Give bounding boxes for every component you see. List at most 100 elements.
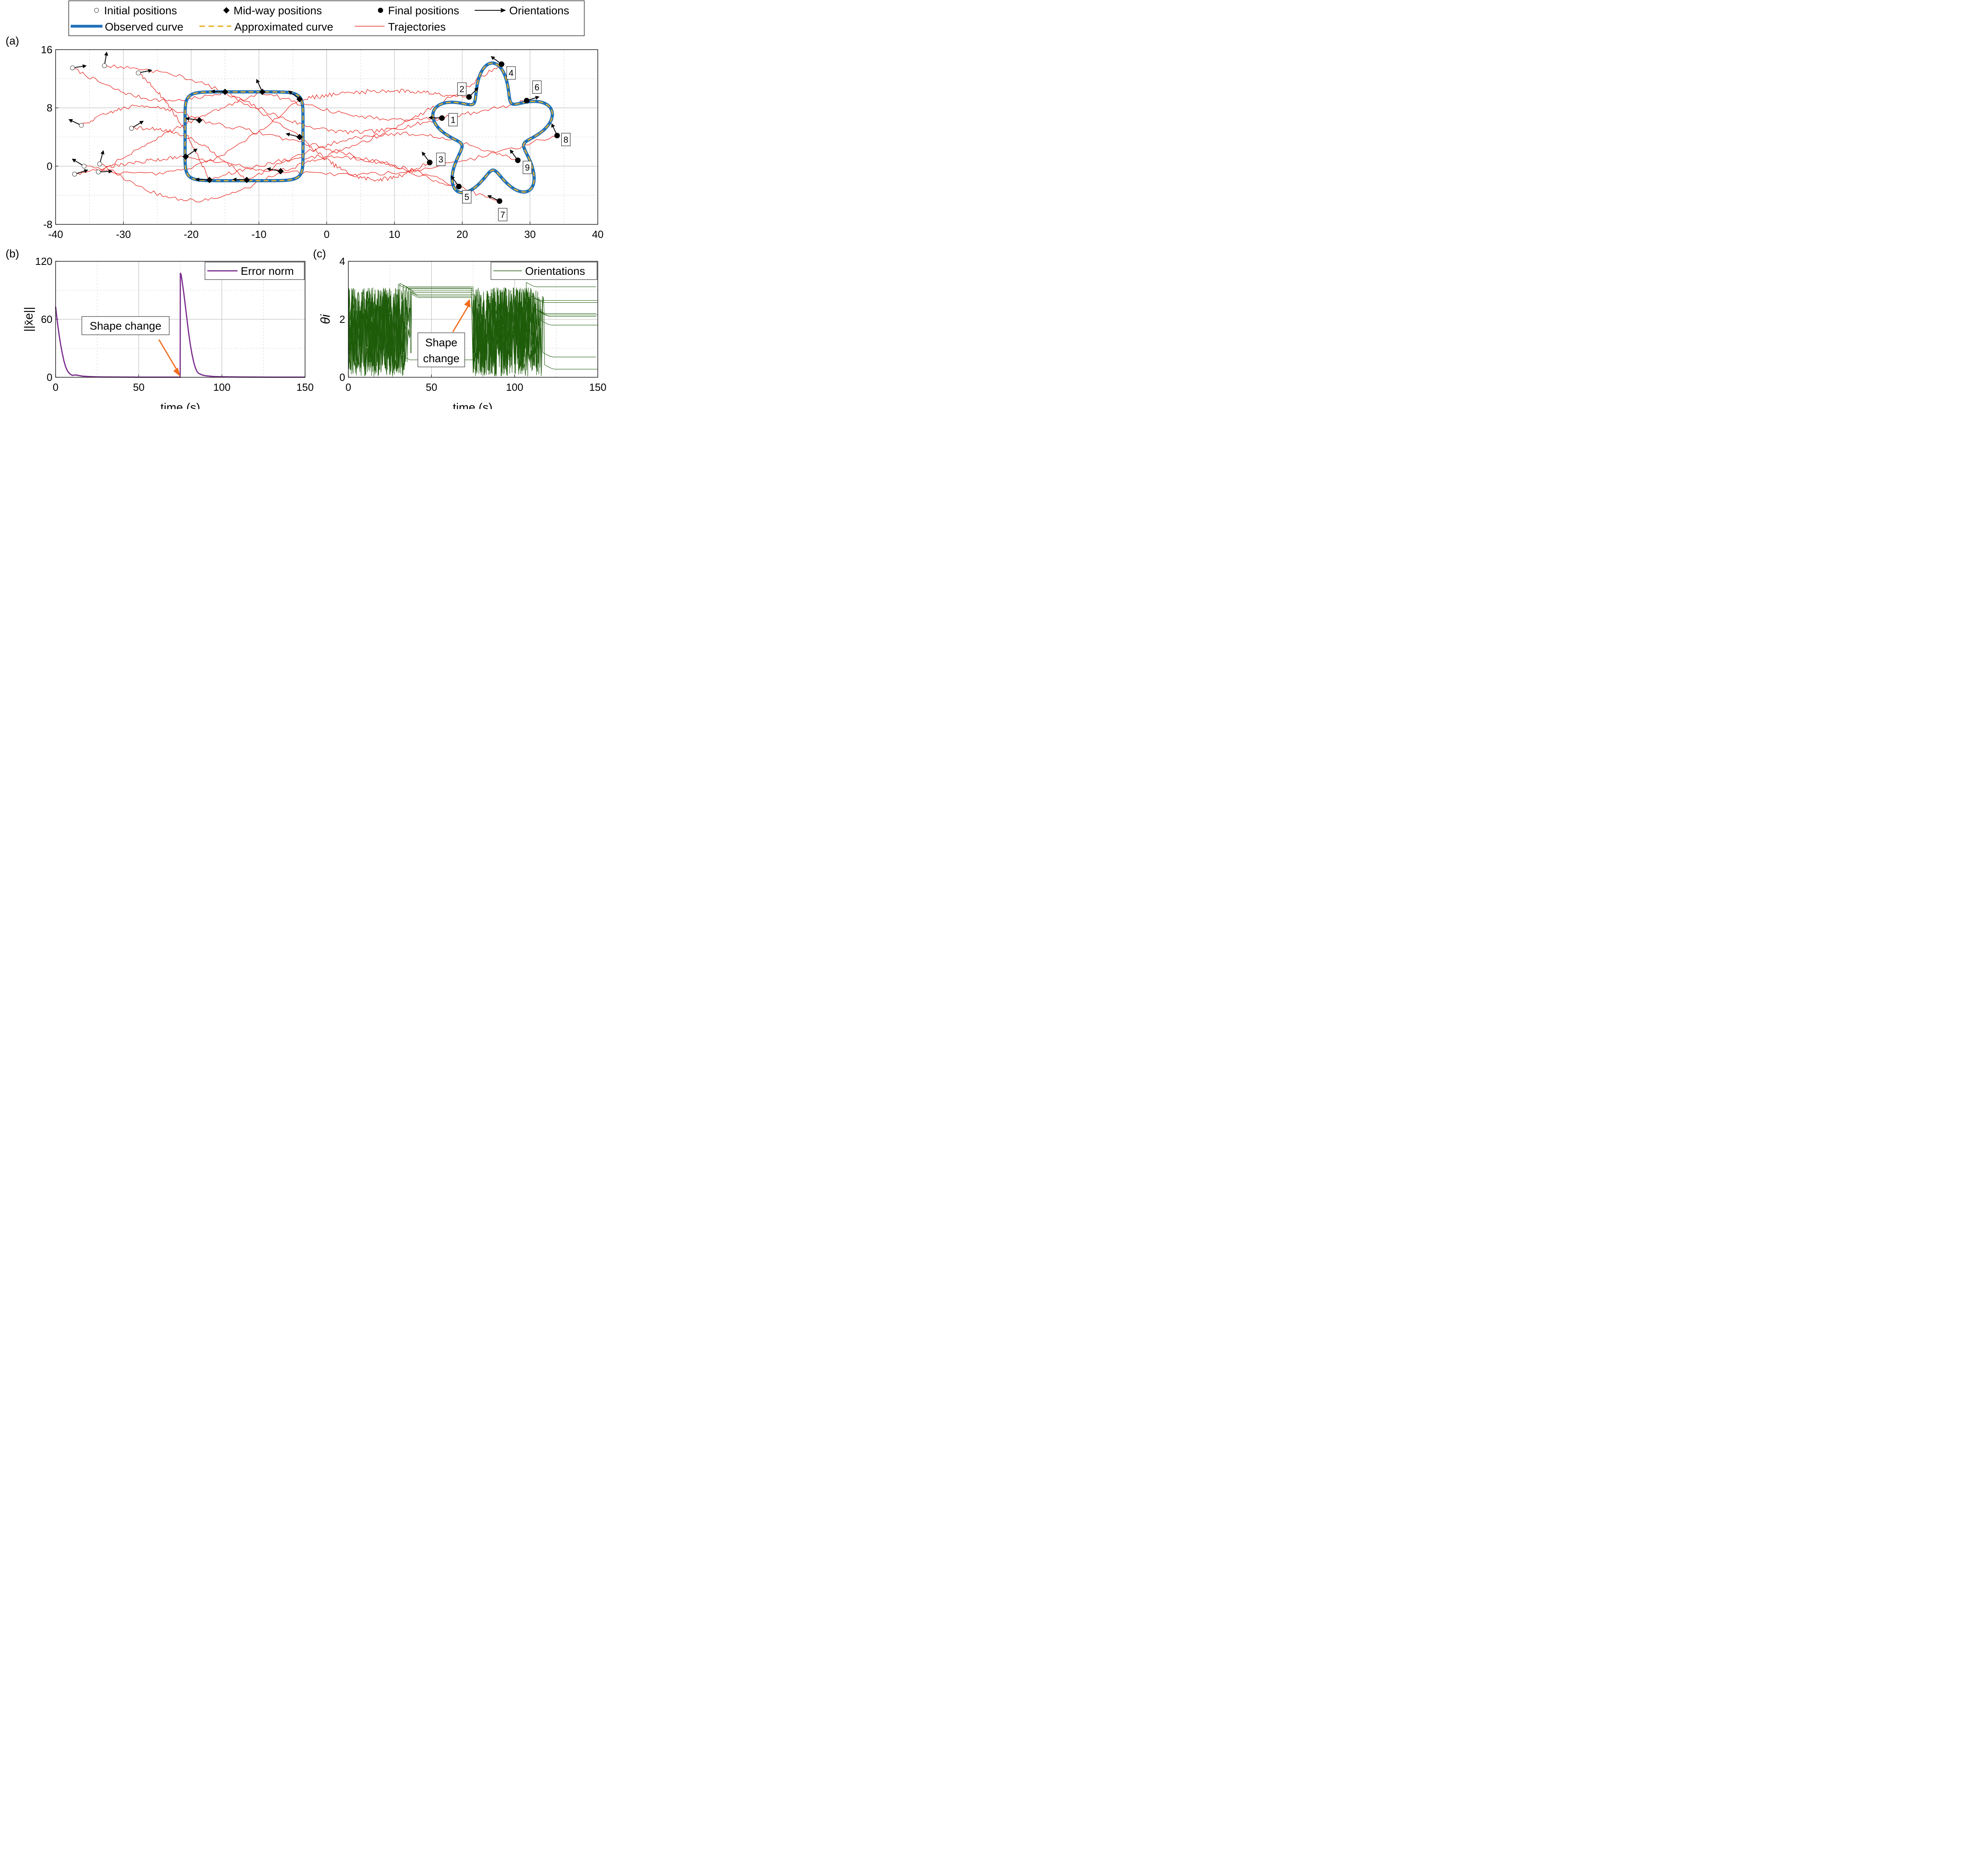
trajectory-line [131, 126, 518, 182]
panel-a-tick-label-x: -40 [48, 228, 63, 240]
midway-orientation-arrow-head [267, 167, 271, 172]
final-position-marker [466, 94, 472, 100]
initial-position-marker [97, 161, 102, 166]
final-position-id-box [457, 82, 467, 96]
final-position-id-box [506, 66, 516, 80]
final-position-id-label: 9 [525, 163, 530, 173]
midway-orientation-arrow-head [195, 178, 199, 182]
panel-a-tick-label-x: 30 [524, 228, 536, 240]
panel-c-legend-label: Orientations [525, 265, 585, 277]
approximated-curve-final [432, 62, 553, 193]
final-position-marker [554, 133, 560, 139]
final-position-marker [515, 157, 521, 163]
panel-a-tick-label-x: 20 [456, 228, 468, 240]
final-orientation-arrow-head [491, 56, 495, 60]
final-position-id-label: 8 [564, 135, 568, 145]
figure: Initial positions Mid-way positions Fina… [6, 0, 607, 409]
panel-a-tick-label-y: 8 [47, 102, 52, 114]
legend-a: Initial positions Mid-way positions Fina… [68, 0, 585, 36]
legend-orientation-label: Orientations [509, 4, 569, 17]
initial-orientation-arrow-head [108, 169, 113, 174]
panel-a-tick-label-y: 0 [47, 160, 52, 172]
midway-position-marker [277, 168, 284, 175]
final-orientation-arrow-head [510, 149, 514, 154]
initial-orientation-arrow-head [148, 69, 153, 73]
initial-position-marker [102, 63, 107, 68]
panel-b-tick-label-y: 0 [47, 371, 52, 383]
panel-a-tick-label-y: 16 [41, 44, 52, 56]
final-position-id-label: 7 [500, 210, 505, 220]
panel-b-tick-label-x: 150 [296, 381, 313, 393]
final-orientation-arrow-head [535, 96, 540, 100]
final-position-marker [498, 61, 504, 67]
panel-c-annotation-arrow-head [464, 299, 471, 308]
final-position-id-label: 4 [509, 68, 514, 78]
midway-orientation-arrow-head [193, 149, 198, 152]
legend-final-label: Final positions [388, 4, 459, 17]
legend-observed-label: Observed curve [105, 21, 184, 33]
error-norm-line [55, 272, 305, 378]
midway-orientation-arrow-head [288, 91, 293, 95]
panel-b-annotation-text: Shape change [90, 320, 162, 332]
final-position-id-box [498, 208, 508, 221]
legend-orientation-arrow-head [500, 8, 506, 13]
orientation-series-line [348, 287, 596, 377]
panel-c-tick-label-x: 50 [426, 381, 437, 393]
panel-a-label: (a) [6, 35, 19, 47]
panel-b-tick-label-x: 50 [133, 381, 145, 393]
panel-a-frame [55, 49, 598, 225]
midway-position-marker [196, 117, 203, 124]
midway-orientation-arrow-head [185, 117, 189, 121]
panel-b-legend-label: Error norm [241, 265, 294, 277]
final-position-marker [524, 98, 529, 104]
midway-orientation-arrow-head [256, 79, 260, 83]
panel-c-tick-label-x: 150 [589, 381, 606, 393]
initial-position-marker [81, 164, 87, 169]
panel-a-tick-label-y: -8 [43, 218, 52, 230]
panel-b-x-axis-label: time (s) [160, 401, 200, 409]
final-orientation-arrow-head [551, 123, 555, 128]
trajectory-line [104, 64, 430, 182]
panel-a-tick-label-x: -10 [251, 228, 267, 240]
initial-orientation-arrow-head [84, 169, 89, 173]
final-position-id-label: 1 [450, 115, 455, 125]
panel-c-annotation-line1: Shape [425, 336, 458, 349]
legend-frame [68, 0, 585, 36]
initial-position-marker [136, 70, 141, 75]
panel-c-tick-label-y: 2 [340, 313, 345, 325]
panel-b-tick-label-y: 120 [35, 255, 52, 267]
final-position-marker [439, 115, 445, 121]
panel-c-plot: 0 50 100 150 0 2 4 Orientations Shape change θi [318, 255, 607, 393]
trajectory-line [84, 89, 469, 176]
final-position-id-box [448, 113, 458, 126]
trajectory-line [138, 71, 459, 187]
panel-b-y-axis-label: ||x̄e|| [22, 307, 35, 332]
legend-trajectories-label: Trajectories [388, 21, 446, 33]
panel-c-frame [348, 261, 598, 378]
initial-position-marker [70, 65, 75, 70]
initial-orientation-arrow-head [82, 64, 87, 68]
panel-c-annotation-line2: change [423, 352, 460, 365]
midway-orientation-arrow-head [211, 89, 215, 94]
panel-b-tick-label-y: 60 [41, 313, 52, 325]
legend-midway-marker [223, 7, 230, 14]
final-position-id-label: 5 [464, 192, 469, 202]
orientation-series-line [348, 284, 598, 376]
initial-position-marker [129, 126, 134, 131]
legend-midway-label: Mid-way positions [234, 4, 322, 17]
midway-orientation-arrow-head [286, 132, 290, 137]
trajectory-line [81, 104, 500, 203]
final-orientation-arrow-head [487, 195, 492, 199]
panel-c-tick-label-y: 0 [340, 371, 345, 383]
panel-a-tick-label-x: 0 [324, 228, 329, 240]
final-orientation-arrow-head [428, 116, 433, 120]
final-position-marker [496, 198, 502, 204]
panel-c-tick-label-x: 100 [506, 381, 523, 393]
approximated-curve-midway [184, 91, 304, 181]
final-orientation-arrow-head [474, 87, 479, 92]
initial-orientation-arrow-head [139, 121, 144, 125]
initial-position-marker [72, 172, 77, 177]
legend-initial-marker [94, 8, 99, 13]
legend-final-marker [378, 8, 383, 13]
panel-b-frame [55, 261, 305, 378]
